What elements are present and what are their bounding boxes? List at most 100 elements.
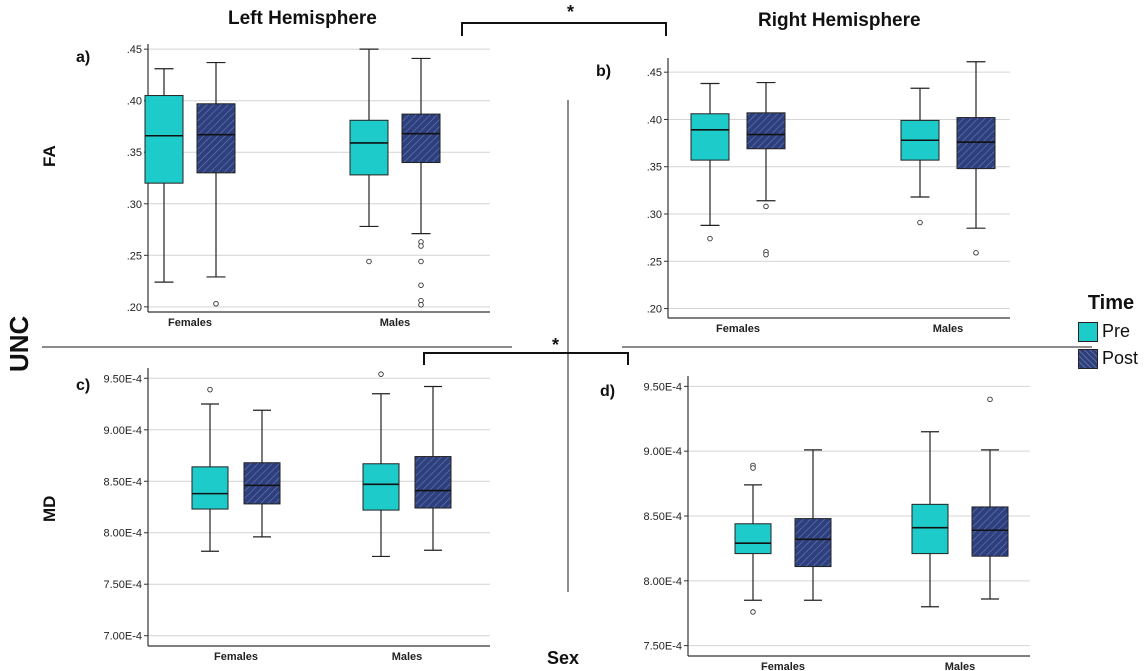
box-iqr [911, 503, 949, 555]
y-tick-label: .45 [127, 44, 142, 56]
box-iqr [349, 119, 389, 176]
y-tick-label: .35 [127, 147, 142, 159]
box-iqr [414, 456, 452, 509]
box-iqr [191, 466, 229, 510]
legend-swatch-pre [1078, 321, 1098, 342]
legend-label-post: Post [1102, 348, 1139, 368]
box-post-males [401, 57, 441, 308]
box-post-males [956, 61, 996, 256]
outlier-point [418, 258, 424, 265]
y-tick-label: 8.00E-4 [103, 528, 142, 540]
outlier-point [973, 250, 979, 256]
category-label-females: Females [761, 661, 805, 671]
outlier-point [366, 258, 372, 265]
outlier-point [207, 386, 213, 393]
category-label-males: Males [933, 323, 964, 335]
outlier-point [418, 302, 424, 308]
panel-label: a) [76, 49, 90, 66]
category-label-females: Females [716, 323, 760, 335]
box-pre-females [734, 462, 772, 615]
box-iqr [956, 117, 996, 170]
box-iqr [971, 506, 1009, 557]
outlier-point [763, 203, 769, 210]
outlier-point [763, 251, 769, 258]
category-label-males: Males [380, 317, 411, 329]
panel-label: b) [596, 63, 611, 80]
significance-star-mid: * [552, 335, 560, 355]
outlier-point [378, 371, 384, 377]
box-iqr [690, 113, 730, 161]
row-label-fa: FA [40, 145, 59, 167]
box-pre-males [349, 48, 389, 265]
outlier-point [418, 282, 424, 288]
legend-label-pre: Pre [1102, 321, 1131, 341]
box-iqr [794, 518, 832, 568]
outlier-point [750, 465, 756, 471]
y-tick-label: 8.50E-4 [643, 511, 682, 523]
panel-label: c) [76, 377, 90, 394]
y-tick-label: 9.50E-4 [103, 373, 142, 385]
y-tick-label: 9.50E-4 [643, 381, 682, 393]
legend: Time Pre Post [1078, 292, 1144, 369]
legend-item-pre: Pre [1078, 321, 1144, 342]
panel-c: 7.00E-4 7.50E-4 8.00E-4 8.50E-4 9.00E-4 9.50E… [76, 368, 490, 663]
box-post-females [746, 81, 786, 258]
box-iqr [196, 103, 236, 174]
box-iqr [144, 95, 184, 184]
box-iqr [734, 523, 772, 555]
outlier-point [987, 396, 993, 403]
significance-bracket-top [461, 22, 667, 36]
y-tick-label: 8.00E-4 [643, 576, 682, 588]
box-pre-females [144, 68, 184, 283]
y-tick-label: .35 [647, 162, 662, 174]
category-label-females: Females [168, 317, 212, 329]
significance-bracket-mid [423, 352, 629, 365]
x-axis-title-sex: Sex [547, 648, 580, 668]
box-iqr [243, 462, 281, 505]
outlier-point [750, 609, 756, 615]
legend-title: Time [1087, 292, 1135, 314]
y-tick-label: .30 [127, 199, 142, 211]
header-right-hemisphere: Right Hemisphere [758, 10, 921, 31]
panel-a: .20 .25 .30 .35 .40 .45 a) Females Males [76, 44, 490, 329]
y-tick-label: 7.00E-4 [103, 631, 142, 643]
box-pre-females [690, 82, 730, 242]
y-tick-label: .20 [127, 302, 142, 314]
y-tick-label: 8.50E-4 [103, 476, 142, 488]
outlier-point [707, 235, 713, 242]
y-tick-label: .30 [647, 209, 662, 221]
tract-label-unc: UNC [4, 315, 34, 372]
y-tick-label: .25 [127, 250, 142, 262]
box-post-females [243, 409, 281, 538]
panel-d: 7.50E-4 8.00E-4 8.50E-4 9.00E-4 9.50E-4 d) Fem… [600, 376, 1030, 671]
box-post-males [971, 396, 1009, 600]
box-pre-males [900, 87, 940, 226]
y-tick-label: .40 [127, 96, 142, 108]
panel-label: d) [600, 383, 615, 400]
legend-swatch-post [1078, 348, 1098, 369]
category-label-females: Females [214, 651, 258, 663]
box-iqr [401, 113, 441, 164]
significance-star-top: * [567, 2, 575, 22]
category-label-males: Males [945, 661, 976, 671]
box-post-males [414, 385, 452, 551]
outlier-point [418, 243, 424, 249]
y-tick-label: 9.00E-4 [103, 425, 142, 437]
box-pre-males [362, 371, 400, 558]
category-label-males: Males [392, 651, 423, 663]
outlier-point [213, 301, 219, 307]
box-post-females [196, 61, 236, 307]
y-tick-label: .25 [647, 256, 662, 268]
y-tick-label: 9.00E-4 [643, 446, 682, 458]
y-tick-label: .40 [647, 114, 662, 126]
panel-b: .20 .25 .30 .35 .40 .45 b) Females Males [596, 58, 1010, 335]
y-tick-label: .20 [647, 304, 662, 316]
y-tick-label: 7.50E-4 [103, 579, 142, 591]
row-label-md: MD [40, 495, 59, 522]
header-left-hemisphere: Left Hemisphere [228, 8, 377, 29]
box-pre-males [911, 431, 949, 608]
box-iqr [362, 463, 400, 511]
box-post-females [794, 449, 832, 601]
y-tick-label: 7.50E-4 [643, 641, 682, 653]
